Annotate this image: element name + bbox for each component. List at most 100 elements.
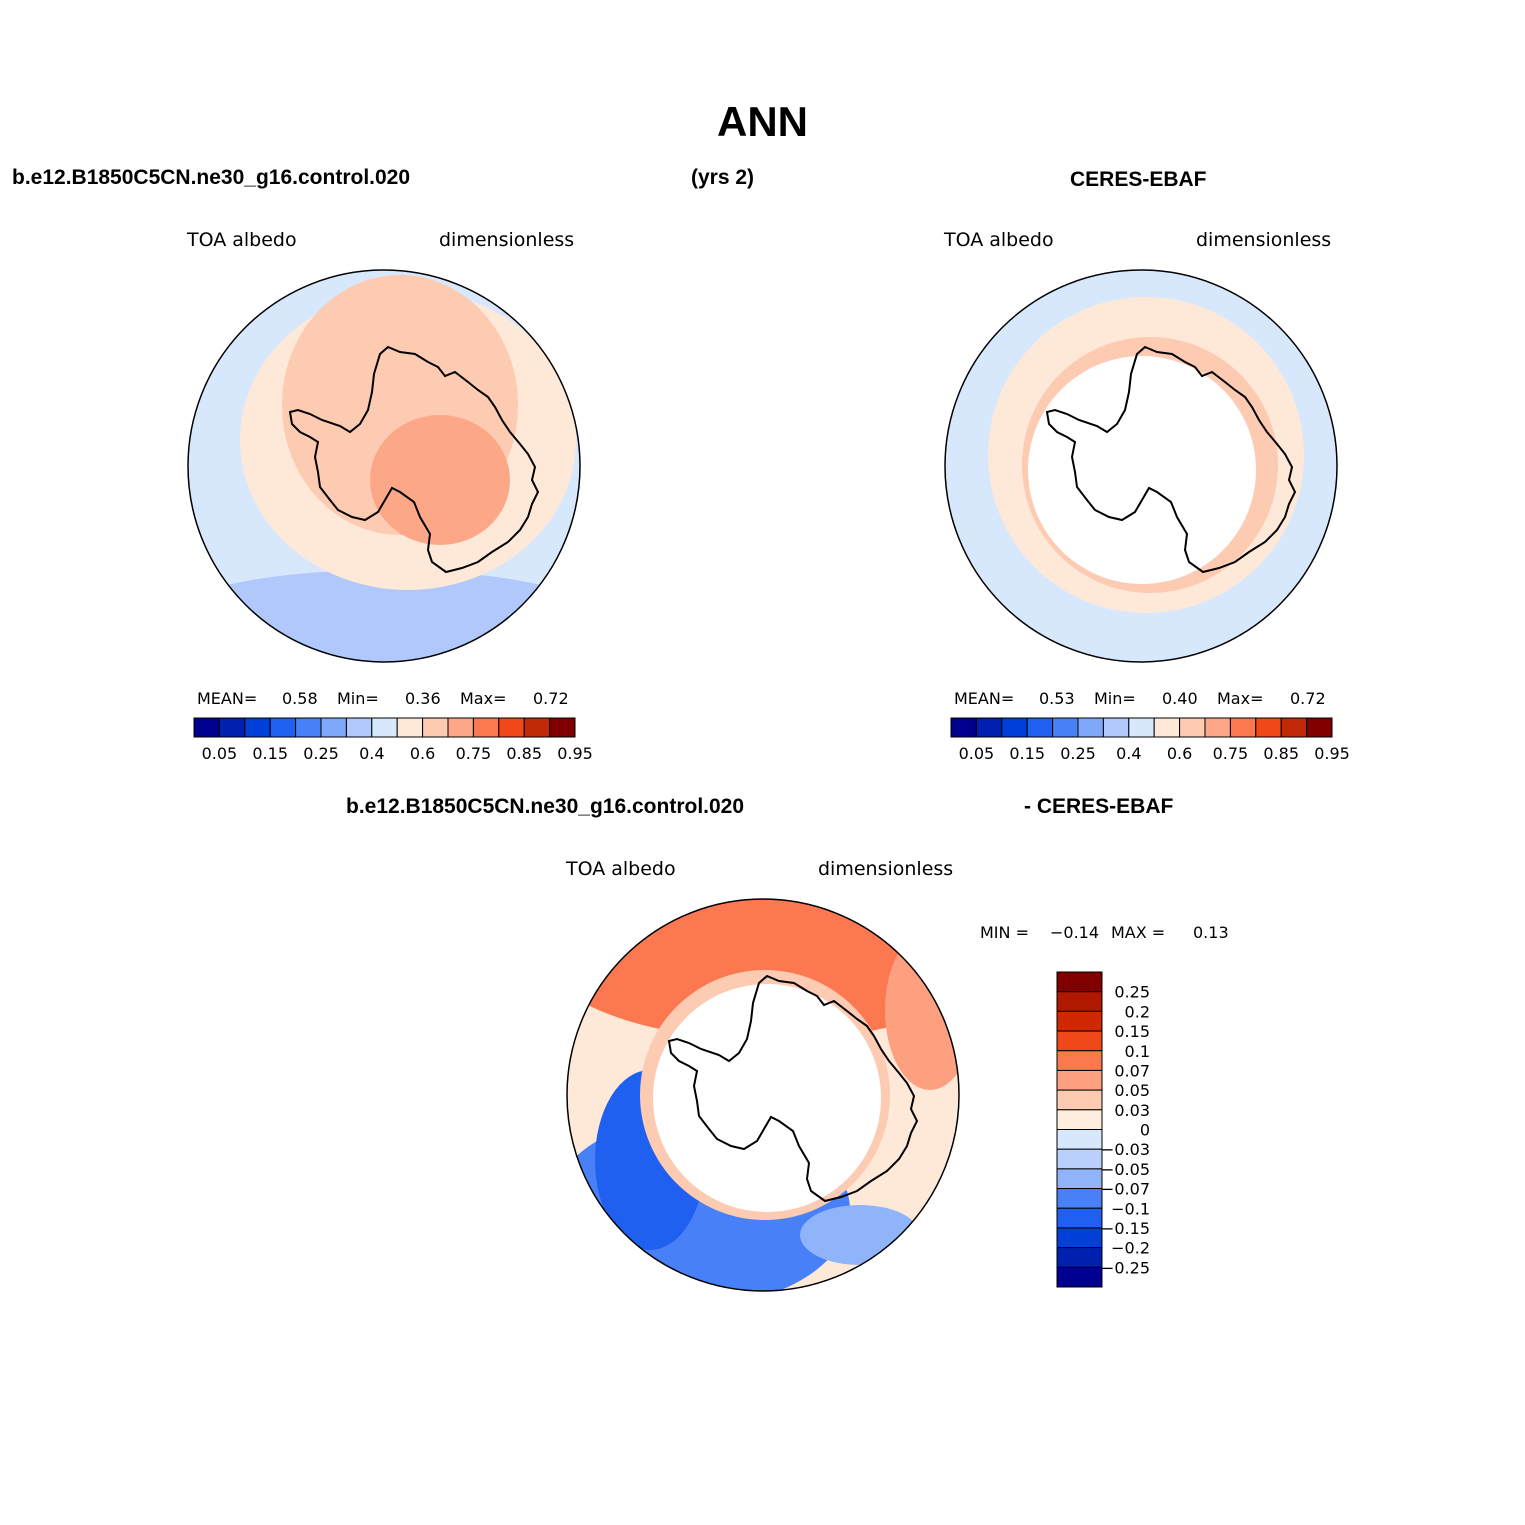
panel3-negative-bias-southeast: [800, 1205, 920, 1265]
years-label: (yrs 2): [691, 166, 755, 189]
colorbar2-tick-label: 0.75: [1213, 744, 1249, 763]
colorbar3-tick-label: −0.15: [1101, 1219, 1150, 1238]
panel1-variable: TOA albedo: [187, 229, 297, 251]
colorbar2-swatch: [1204, 717, 1231, 738]
colorbar2-swatch: [1153, 717, 1181, 738]
colorbar1-swatch: [320, 717, 347, 738]
main-title: ANN: [717, 98, 808, 145]
colorbar1-tick-label: 0.75: [456, 744, 492, 763]
colorbar1-swatch: [218, 717, 246, 738]
colorbar2-swatch: [950, 717, 977, 738]
colorbar1-swatch: [295, 717, 322, 738]
panel1-map: [188, 270, 580, 662]
colorbar3-swatch: [1056, 1266, 1103, 1288]
panel2-map: [945, 270, 1337, 662]
panel2-variable: TOA albedo: [944, 229, 1054, 251]
panel1-units: dimensionless: [439, 229, 575, 251]
colorbar3-swatch: [1056, 1050, 1103, 1071]
colorbar1-swatch: [422, 717, 449, 738]
panel3-border: [566, 898, 960, 1292]
panel2-mean-label: MEAN=: [954, 689, 1015, 708]
panel2-missing-data: [1028, 356, 1256, 584]
colorbar1-tick-label: 0.15: [252, 744, 288, 763]
panel3-min-value: −0.14: [1050, 923, 1100, 942]
colorbar2-tick-label: 0.4: [1116, 744, 1141, 763]
colorbar3-tick-label: −0.03: [1101, 1140, 1150, 1159]
colorbar3-swatch: [1056, 1030, 1103, 1052]
panel1-min-value: 0.36: [405, 689, 441, 708]
panel2-border: [944, 269, 1338, 663]
colorbar3-swatch: [1056, 1010, 1103, 1032]
panel3-map: [567, 899, 959, 1291]
colorbar3-swatch: [1056, 1129, 1103, 1150]
colorbar3-tick-label: 0.05: [1114, 1081, 1150, 1100]
colorbar3-swatch: [1056, 1069, 1103, 1091]
colorbar2-tick-label: 0.05: [959, 744, 995, 763]
colorbar3-swatch: [1056, 991, 1103, 1012]
colorbar1-swatch: [345, 717, 373, 738]
panel1-max-label: Max=: [460, 689, 507, 708]
colorbar2-swatch: [1052, 717, 1079, 738]
panel2-max-label: Max=: [1217, 689, 1264, 708]
panel3-max-value: 0.13: [1193, 923, 1229, 942]
colorbar3-tick-label: 0.2: [1125, 1002, 1150, 1021]
panel1-plateau-field: [370, 415, 510, 545]
panel1-colorbar: 0.05 0.15 0.25 0.4 0.6 0.75 0.85 0.95: [193, 717, 593, 763]
colorbar1-swatch: [472, 717, 500, 738]
colorbar2-tick-label: 0.95: [1314, 744, 1350, 763]
colorbar2-tick-label: 0.6: [1167, 744, 1192, 763]
panel2-min-value: 0.40: [1162, 689, 1198, 708]
colorbar2-tick-label: 0.15: [1009, 744, 1045, 763]
diff-case-title: b.e12.B1850C5CN.ne30_g16.control.020: [346, 795, 745, 818]
case-title: b.e12.B1850C5CN.ne30_g16.control.020: [12, 166, 411, 189]
panel1-mean-label: MEAN=: [197, 689, 258, 708]
colorbar1-swatch: [549, 717, 576, 738]
colorbar3-tick-label: −0.07: [1101, 1180, 1150, 1199]
colorbar2-swatch: [1102, 717, 1130, 738]
colorbar2-swatch: [1255, 717, 1282, 738]
colorbar1-swatch: [447, 717, 474, 738]
colorbar3-tick-label: 0.07: [1114, 1061, 1150, 1080]
colorbar3-tick-label: −0.2: [1111, 1239, 1150, 1258]
colorbar1-swatch: [269, 717, 297, 738]
colorbar1-swatch: [371, 717, 398, 738]
colorbar1-tick-label: 0.4: [359, 744, 384, 763]
colorbar3-tick-label: 0.03: [1114, 1101, 1150, 1120]
colorbar3-swatch: [1056, 1109, 1103, 1130]
panel2-mean-value: 0.53: [1039, 689, 1075, 708]
colorbar1-swatch: [193, 717, 220, 738]
colorbar3-swatch: [1056, 971, 1103, 993]
colorbar3-tick-label: 0.25: [1114, 983, 1150, 1002]
colorbar1-swatch: [498, 717, 525, 738]
panel3-colorbar: 0.250.20.150.10.070.050.030−0.03−0.05−0.…: [1056, 971, 1150, 1288]
colorbar2-tick-label: 0.25: [1060, 744, 1096, 763]
panel1-max-value: 0.72: [533, 689, 569, 708]
panel2-max-value: 0.72: [1290, 689, 1326, 708]
colorbar3-tick-label: 0.1: [1125, 1042, 1150, 1061]
colorbar1-swatch: [523, 717, 551, 738]
colorbar1-swatch: [244, 717, 271, 738]
colorbar3-swatch: [1056, 1148, 1103, 1170]
panel3-missing-data: [653, 984, 881, 1212]
colorbar1-swatch: [396, 717, 424, 738]
colorbar2-swatch: [1077, 717, 1104, 738]
colorbar2-tick-label: 0.85: [1263, 744, 1299, 763]
colorbar2-swatch: [1026, 717, 1054, 738]
colorbar3-swatch: [1056, 1188, 1103, 1209]
colorbar2-swatch: [1001, 717, 1028, 738]
colorbar2-swatch: [1306, 717, 1333, 738]
colorbar1-tick-label: 0.05: [202, 744, 238, 763]
colorbar2-swatch: [1229, 717, 1257, 738]
panel2-colorbar: 0.05 0.15 0.25 0.4 0.6 0.75 0.85 0.95: [950, 717, 1350, 763]
colorbar3-swatch: [1056, 1168, 1103, 1190]
panel3-max-label: MAX =: [1111, 923, 1166, 942]
panel3-units: dimensionless: [818, 858, 954, 880]
colorbar3-swatch: [1056, 1247, 1103, 1268]
panel3-min-label: MIN =: [980, 923, 1029, 942]
colorbar3-tick-label: 0: [1140, 1121, 1150, 1140]
panel2-units: dimensionless: [1196, 229, 1332, 251]
panel1-border: [187, 269, 581, 663]
diff-obs-title: - CERES-EBAF: [1024, 795, 1174, 818]
colorbar1-tick-label: 0.25: [303, 744, 339, 763]
panel1-min-label: Min=: [337, 689, 379, 708]
